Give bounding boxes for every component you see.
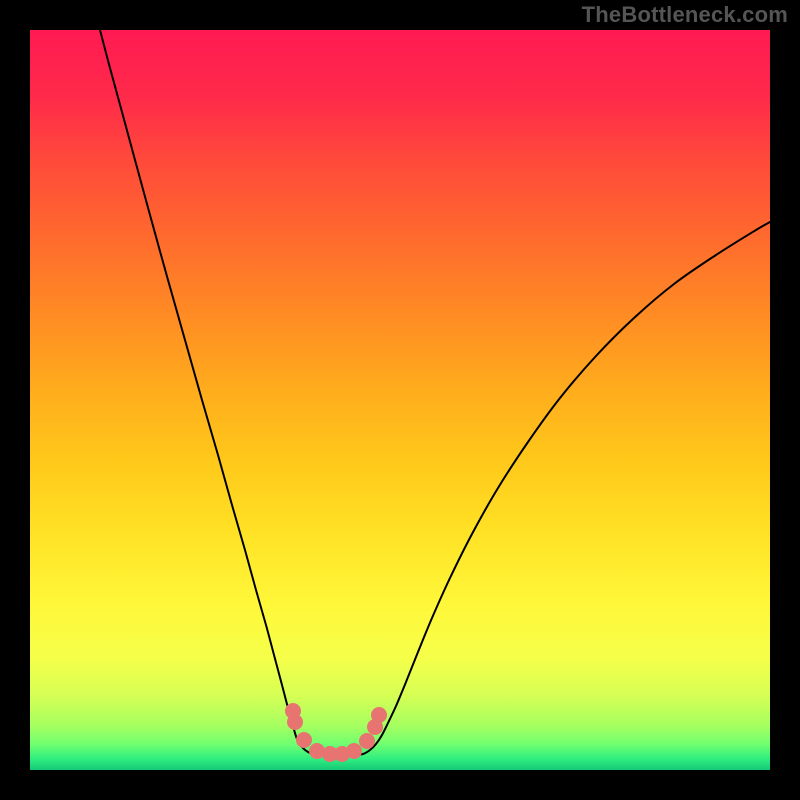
chart-root: TheBottleneck.com xyxy=(0,0,800,800)
plot-area xyxy=(30,30,770,770)
data-point xyxy=(359,733,375,749)
data-point xyxy=(371,707,387,723)
watermark-text: TheBottleneck.com xyxy=(582,2,788,28)
data-point xyxy=(287,714,303,730)
bottleneck-curve xyxy=(30,30,770,770)
